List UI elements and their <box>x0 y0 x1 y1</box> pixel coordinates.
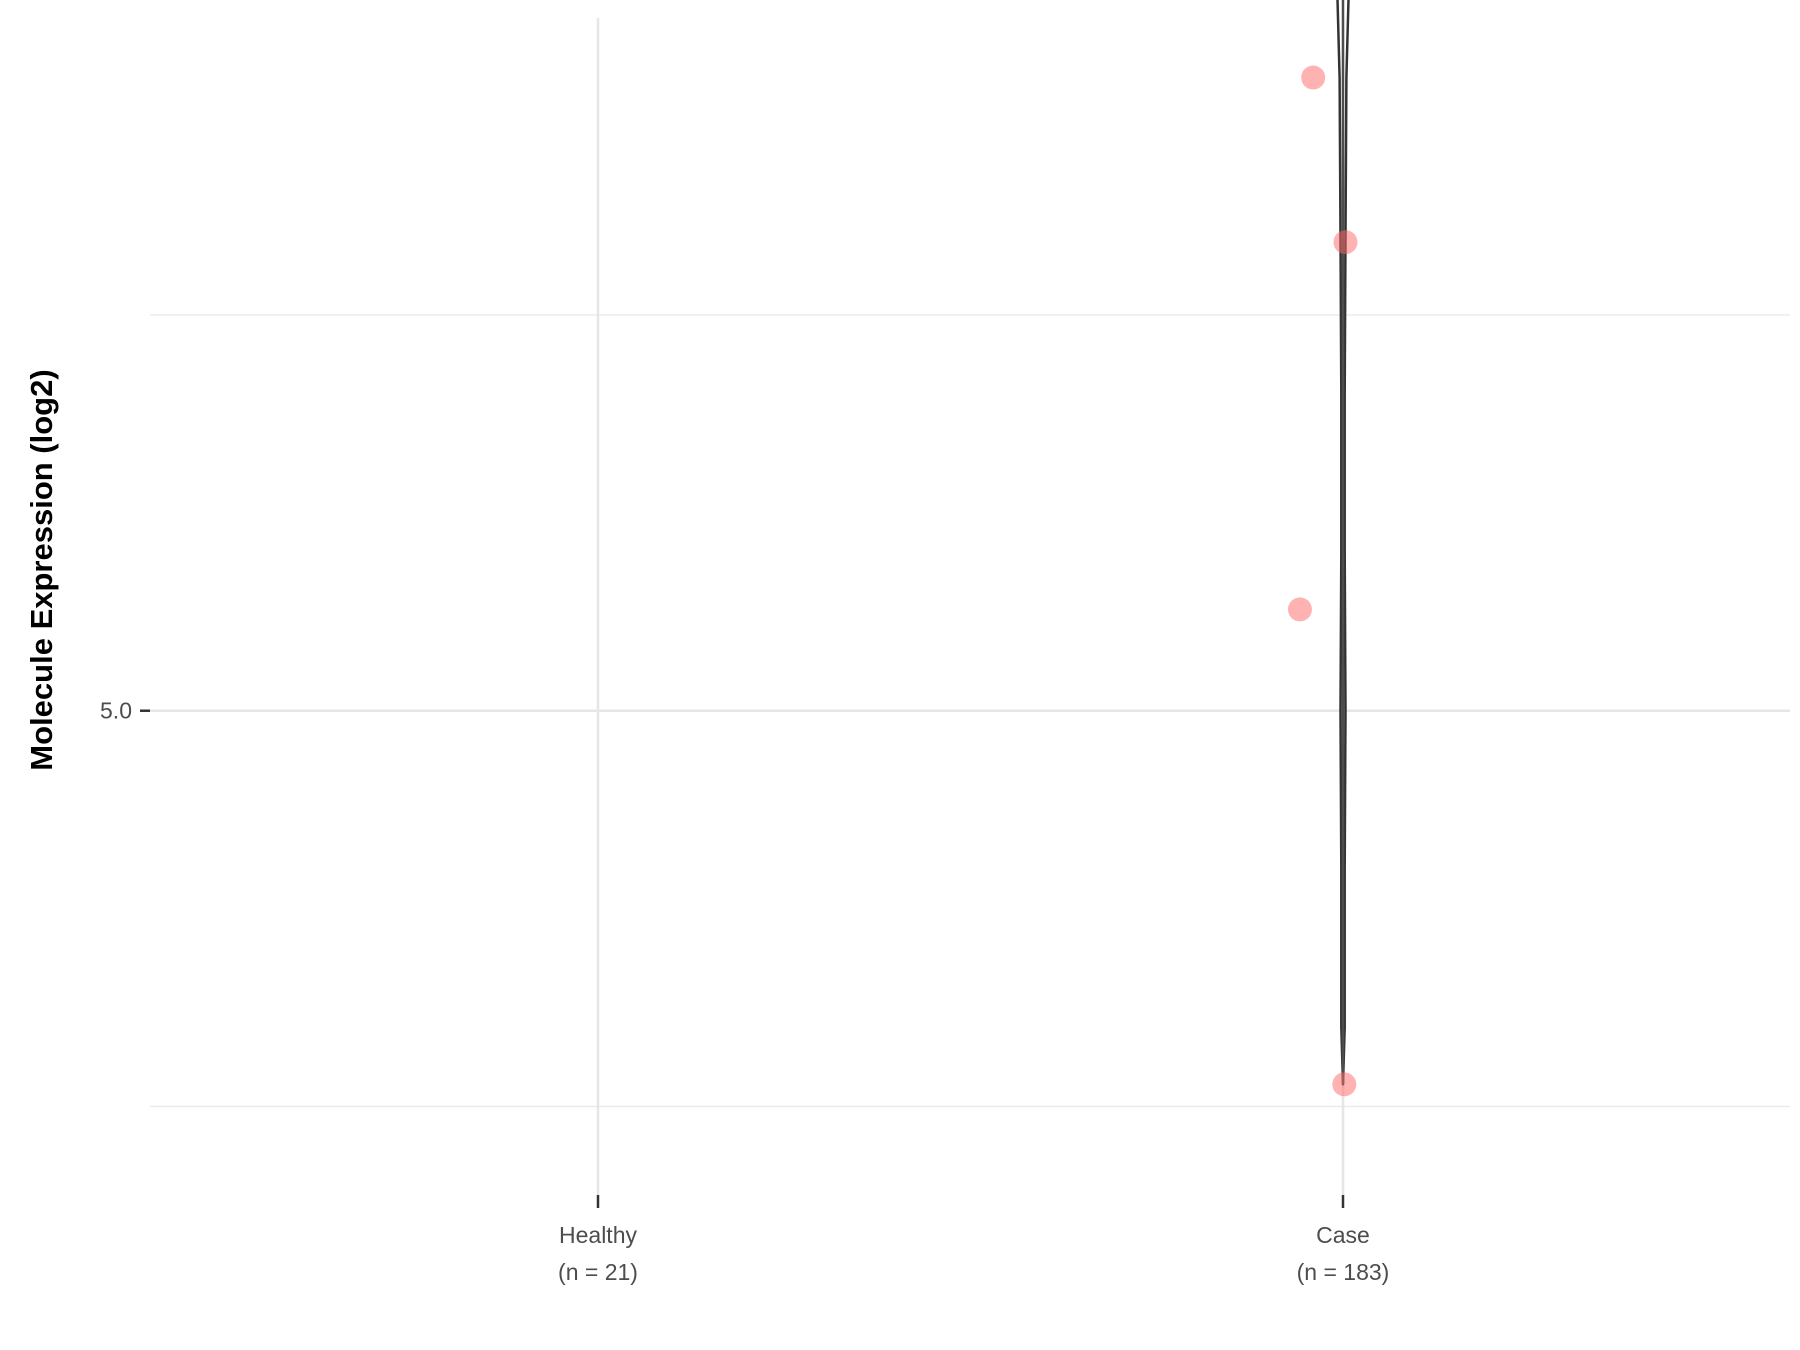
y-tick-label: 5.0 <box>100 698 132 724</box>
grid-layer <box>150 18 1790 1195</box>
data-point <box>1287 597 1312 622</box>
x-tick-label: Case <box>1316 1222 1370 1248</box>
x-tick-count: (n = 21) <box>558 1259 638 1285</box>
x-tick-count: (n = 183) <box>1297 1259 1390 1285</box>
x-tick-label: Healthy <box>559 1222 637 1248</box>
data-point <box>1333 230 1358 255</box>
box-layer <box>1341 0 1345 1085</box>
data-point <box>1301 65 1326 90</box>
y-axis-title: Molecule Expression (log2) <box>24 369 59 770</box>
point-layer <box>1287 65 1358 1097</box>
axis-layer: 5.07.510.012.5Healthy(n = 21)Case(n = 18… <box>100 698 1390 1285</box>
data-point <box>1332 1072 1357 1097</box>
